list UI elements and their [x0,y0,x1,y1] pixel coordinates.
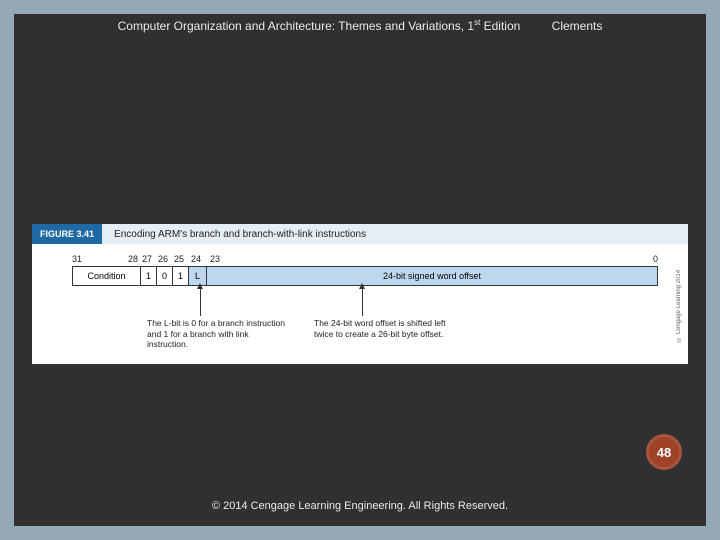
note-offset: The 24-bit word offset is shifted left t… [314,318,454,339]
field-bit25: 1 [173,267,189,285]
encoding-row: Condition 1 0 1 L 24-bit signed word off… [72,266,658,286]
field-offset: 24-bit signed word offset [207,267,657,285]
figure-tag: FIGURE 3.41 [32,224,102,244]
field-bit27: 1 [141,267,157,285]
field-bit26: 0 [157,267,173,285]
page-number-badge: 48 [646,434,682,470]
arrow-to-offset [362,288,363,316]
figure-panel: FIGURE 3.41 Encoding ARM's branch and br… [32,224,688,364]
field-condition: Condition [73,267,141,285]
page-number: 48 [657,445,671,460]
arrow-to-lbit [200,288,201,316]
book-title-prefix: Computer Organization and Architecture: … [118,19,474,33]
bit-23: 23 [210,254,220,264]
bit-28: 28 [128,254,138,264]
bit-26: 26 [158,254,168,264]
copyright-footer: © 2014 Cengage Learning Engineering. All… [14,500,706,512]
note-l-bit: The L-bit is 0 for a branch instruction … [147,318,287,350]
figure-body: 31 28 27 26 25 24 23 0 Condition 1 0 1 L… [32,244,688,364]
bit-24: 24 [191,254,201,264]
figure-titlebar: FIGURE 3.41 Encoding ARM's branch and br… [32,224,688,244]
figure-credit: © Cengage Learning 2014 [673,254,685,358]
bit-labels: 31 28 27 26 25 24 23 0 [72,254,658,266]
book-title-suffix: Edition [480,19,520,33]
bit-27: 27 [142,254,152,264]
slide-header: Computer Organization and Architecture: … [14,18,706,33]
author-name: Clements [552,19,603,33]
figure-caption: Encoding ARM's branch and branch-with-li… [114,229,366,240]
bit-25: 25 [174,254,184,264]
bit-0: 0 [653,254,658,264]
slide-content: Computer Organization and Architecture: … [14,14,706,526]
bit-31: 31 [72,254,82,264]
